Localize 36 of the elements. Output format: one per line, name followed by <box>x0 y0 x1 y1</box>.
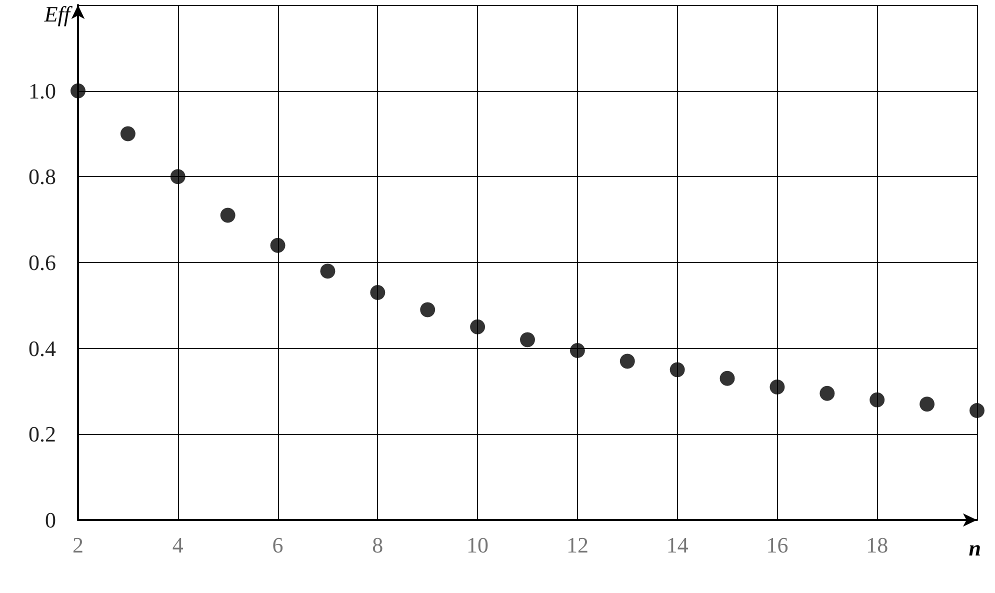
x-tick-label: 8 <box>372 532 384 558</box>
point <box>870 392 885 408</box>
x-tick-label: 2 <box>72 532 84 558</box>
point <box>720 370 735 386</box>
x-tick-label: 6 <box>272 532 284 558</box>
point <box>470 319 486 334</box>
point <box>970 403 984 418</box>
y-tick-label: 0 <box>45 508 56 532</box>
x-tick-label: 12 <box>566 532 588 558</box>
point <box>670 362 685 378</box>
point <box>220 208 236 223</box>
y-tick-label: 0.2 <box>28 422 56 447</box>
point <box>620 354 635 369</box>
point <box>520 332 535 348</box>
y-tick-label: 0.8 <box>28 164 56 190</box>
y-tick-label: 1.0 <box>28 78 56 104</box>
y-tick-label: 0.4 <box>28 336 56 361</box>
point <box>570 342 585 358</box>
point <box>320 264 336 279</box>
point <box>420 302 436 318</box>
y-axis-title: Eff <box>43 2 73 26</box>
x-axis-title: n <box>968 536 982 560</box>
point <box>70 83 86 98</box>
x-tick-label: 18 <box>866 532 888 558</box>
x-tick-label: 14 <box>666 532 688 558</box>
point <box>820 386 835 401</box>
point <box>920 396 935 412</box>
point <box>770 379 785 394</box>
point <box>370 285 386 300</box>
x-tick-label: 16 <box>766 532 788 558</box>
y-tick-label: 0.6 <box>28 250 56 275</box>
point <box>120 126 136 142</box>
x-tick-label: 4 <box>172 532 184 558</box>
x-tick-label: 10 <box>466 532 489 558</box>
point <box>270 238 286 253</box>
point <box>170 169 186 184</box>
